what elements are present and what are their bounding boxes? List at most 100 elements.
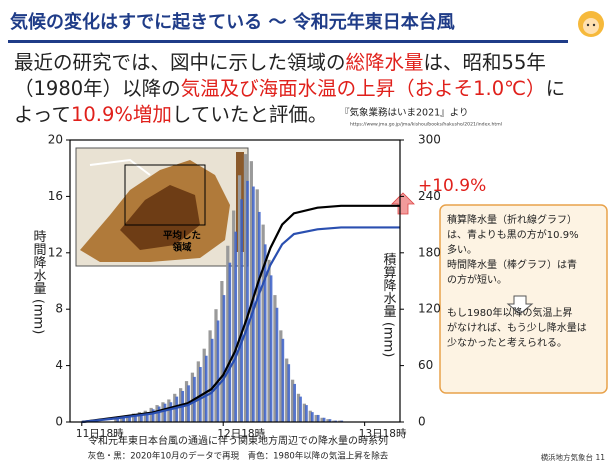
bar [255, 189, 259, 422]
x-tick-label: 11日18時 [76, 428, 124, 440]
bar [243, 154, 248, 422]
body-segment: は、昭和55年 [423, 51, 546, 74]
bar [204, 355, 208, 422]
inset-map [75, 147, 249, 267]
callout-text: もし1980年以降の気温上昇 [447, 306, 572, 319]
callout-text: 積算降水量（折れ線グラフ） [447, 213, 577, 226]
bar [328, 419, 332, 422]
inset-label: 平均した [163, 230, 201, 242]
bar [316, 414, 320, 422]
callout-text: の方が短い。 [447, 273, 507, 286]
bar [175, 396, 179, 422]
bar [322, 417, 326, 422]
callout-arrow [506, 295, 534, 315]
bar [122, 416, 126, 422]
bar [269, 275, 273, 422]
bar [128, 416, 131, 422]
bar [169, 402, 173, 422]
bar [208, 330, 212, 422]
bar [320, 417, 324, 422]
y2-tick-label: 0 [418, 415, 426, 429]
bar [246, 180, 249, 422]
bar [252, 186, 255, 422]
slide-title: 気候の変化はすでに起きている ～ 令和元年東日本台風 [10, 12, 455, 33]
plot-frame [69, 139, 401, 423]
cumulative-line [81, 204, 400, 424]
bar [279, 330, 283, 422]
bar [334, 420, 338, 422]
bar [140, 413, 143, 422]
y-tick-label: 16 [48, 189, 63, 203]
body-segment: （1980年）以降の [14, 77, 181, 100]
bar [273, 295, 277, 422]
body-segment: 気温及び海面水温の上昇（およそ1.0℃） [180, 77, 546, 100]
y2-tick-label: 300 [418, 133, 441, 147]
body-segment: よって [14, 103, 71, 126]
callout-text: 少なかったと考えられる。 [447, 337, 567, 349]
bar [143, 410, 147, 422]
bar [332, 420, 336, 422]
y-tick-label: 4 [55, 358, 63, 372]
callout-text: 多い。 [447, 243, 477, 256]
axis-label: 時間降水量 (mm) [31, 230, 47, 335]
bar [216, 320, 220, 422]
bar [237, 175, 242, 422]
increase-arrow [391, 192, 415, 215]
bar [326, 419, 330, 422]
source-url: https://www.jma.go.jp/jma/kishou/books/h… [350, 122, 502, 128]
cumulative-line [81, 226, 400, 424]
bar [226, 245, 230, 422]
title-rule [8, 40, 568, 43]
body-line: よって10.9%増加していたと評価。 [14, 102, 565, 128]
bar [116, 417, 120, 422]
bar [299, 396, 302, 422]
bar [314, 414, 318, 422]
bar [114, 417, 118, 422]
body-segment: 最近の研究では、図中に示した領域の [14, 51, 346, 74]
caption-note: 灰色・黒：2020年10月のデータで再現 青色：1980年以降の気温上昇を除去 [88, 451, 389, 462]
bar [210, 338, 214, 422]
bar [311, 412, 314, 422]
bar [290, 379, 295, 422]
bar [190, 372, 195, 422]
bar [287, 364, 291, 422]
bar [228, 262, 232, 422]
y-tick-label: 8 [55, 302, 63, 316]
bar [222, 295, 226, 422]
mascot [578, 11, 604, 37]
bar [125, 414, 130, 422]
bar [220, 281, 224, 422]
callout-text: 時間降水量（棒グラフ）は青 [447, 258, 577, 271]
bar [281, 338, 285, 422]
body-text: 最近の研究では、図中に示した領域の総降水量は、昭和55年 （1980年）以降の気温… [14, 50, 565, 128]
y2-tick-label: 240 [418, 189, 441, 203]
bar [296, 393, 301, 422]
axis-label: 積算降水量 (mm) [381, 253, 397, 358]
body-line: （1980年）以降の気温及び海面水温の上昇（およそ1.0℃）に [14, 76, 565, 102]
callout-text: は、青よりも黒の方が10.9% [447, 228, 579, 241]
y2-tick-label: 120 [418, 302, 441, 316]
bar [157, 406, 161, 422]
bar [137, 412, 142, 422]
bar [120, 416, 124, 422]
bar [340, 420, 344, 422]
bar [263, 244, 267, 422]
bar [131, 413, 136, 422]
bar [293, 383, 296, 422]
y-tick-label: 12 [48, 245, 63, 259]
inset-label: 領域 [172, 242, 192, 254]
body-segment: 10.9%増加 [70, 103, 172, 126]
bar [234, 231, 238, 422]
y2-tick-label: 60 [418, 358, 433, 372]
bar [308, 410, 312, 422]
bar [214, 309, 218, 422]
bar [151, 409, 155, 422]
annotation: +10.9% [418, 176, 486, 196]
bar [202, 348, 206, 422]
bar [285, 358, 289, 422]
bar [249, 161, 253, 422]
bar [232, 210, 236, 422]
bar [267, 259, 271, 422]
